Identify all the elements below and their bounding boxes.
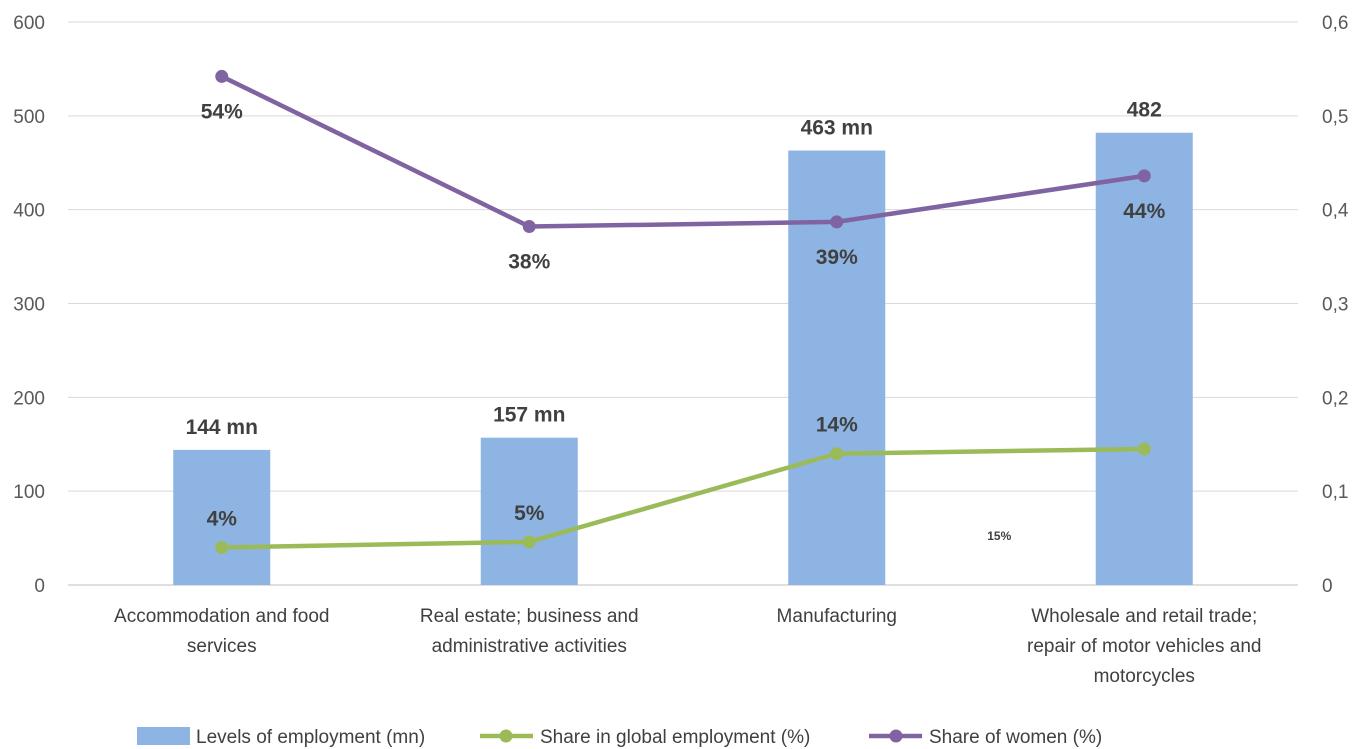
y-right-tick-label: 0,3 (1322, 295, 1348, 316)
line-data-label: 38% (508, 251, 550, 274)
y-right-tick-label: 0,4 (1322, 201, 1349, 222)
line-data-label: 5% (514, 502, 545, 525)
series-point (522, 535, 536, 549)
bar (480, 437, 578, 585)
x-category-label: repair of motor vehicles and (1027, 636, 1261, 657)
y-right-tick-label: 0,5 (1322, 107, 1348, 128)
line-data-label: 15% (987, 529, 1011, 543)
y-left-tick-label: 600 (13, 13, 45, 34)
line-data-label: 14% (816, 414, 858, 437)
bar-data-label: 144 mn (186, 416, 258, 439)
y-left-tick-label: 0 (34, 576, 45, 597)
series-point (522, 220, 536, 234)
y-left-tick-label: 500 (13, 107, 45, 128)
x-category-label: Wholesale and retail trade; (1031, 606, 1257, 627)
y-right-tick-label: 0,2 (1322, 388, 1348, 409)
legend-swatch-marker (499, 729, 513, 743)
x-category-label: Accommodation and food (114, 606, 329, 627)
bar-data-label: 463 mn (801, 117, 873, 140)
x-category-label: Real estate; business and (420, 606, 639, 627)
bar (1095, 132, 1193, 585)
line-data-label: 4% (207, 507, 238, 530)
x-category-label: motorcycles (1094, 666, 1195, 687)
x-category-label: Manufacturing (777, 606, 897, 627)
y-right-tick-label: 0 (1322, 576, 1333, 597)
x-category-label: administrative activities (432, 636, 627, 657)
y-right-tick-label: 0,1 (1322, 482, 1348, 503)
line-data-label: 44% (1123, 200, 1165, 223)
legend-label: Share in global employment (%) (540, 727, 810, 748)
line-data-label: 39% (816, 246, 858, 269)
x-category-label: services (187, 636, 257, 657)
series-point (830, 215, 844, 229)
line-data-label: 54% (201, 100, 243, 123)
series-point (215, 69, 229, 83)
legend-label: Levels of employment (mn) (196, 727, 425, 748)
y-left-tick-label: 200 (13, 388, 45, 409)
bar-data-label: 157 mn (493, 404, 565, 427)
legend-label: Share of women (%) (929, 727, 1102, 748)
y-left-tick-label: 300 (13, 295, 45, 316)
series-line (221, 446, 1145, 550)
series-point (1137, 442, 1151, 456)
y-right-tick-label: 0,6 (1322, 13, 1348, 34)
series-point (215, 540, 229, 554)
y-left-tick-label: 400 (13, 201, 45, 222)
legend-swatch-bar (137, 727, 190, 745)
series-point (830, 447, 844, 461)
bar-data-label: 482 (1127, 99, 1162, 122)
series-point (1137, 169, 1151, 183)
y-left-tick-label: 100 (13, 482, 45, 503)
series-line (220, 74, 1145, 229)
legend-swatch-marker (889, 729, 903, 743)
bar (173, 449, 271, 585)
